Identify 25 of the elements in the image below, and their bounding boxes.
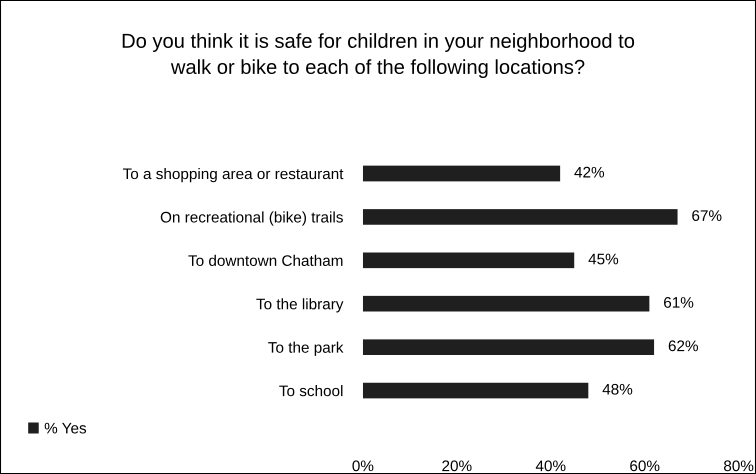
legend-label: % Yes <box>44 422 86 434</box>
bar <box>362 209 678 225</box>
data-label: 45% <box>588 254 618 264</box>
data-label: 42% <box>574 166 604 178</box>
chart-title: Do you think it is safe for children in your neighborhood to walk or bike to each of the following locations? <box>122 33 634 78</box>
data-label: 48% <box>602 384 632 395</box>
x-tick-label: 20% <box>442 460 472 472</box>
data-label: 61% <box>664 297 694 308</box>
x-tick-label: 0% <box>352 460 374 472</box>
x-tick-label: 40% <box>536 460 566 472</box>
y-tick-label: To the park <box>268 342 344 356</box>
bar <box>362 382 588 398</box>
x-tick-label: 60% <box>630 460 660 472</box>
x-tick-label: 80% <box>724 460 754 472</box>
y-tick-label: On recreational (bike) trails <box>160 211 343 226</box>
bar <box>362 296 650 312</box>
data-label: 67% <box>692 210 722 222</box>
bar <box>362 339 654 355</box>
bar <box>362 166 560 182</box>
data-label: 62% <box>668 340 698 352</box>
y-tick-label: To the library <box>256 298 344 312</box>
y-tick-label: To downtown Chatham <box>188 254 342 266</box>
bar <box>362 252 574 268</box>
y-tick-label: To school <box>279 385 342 396</box>
y-tick-label: To a shopping area or restaurant <box>122 168 344 182</box>
